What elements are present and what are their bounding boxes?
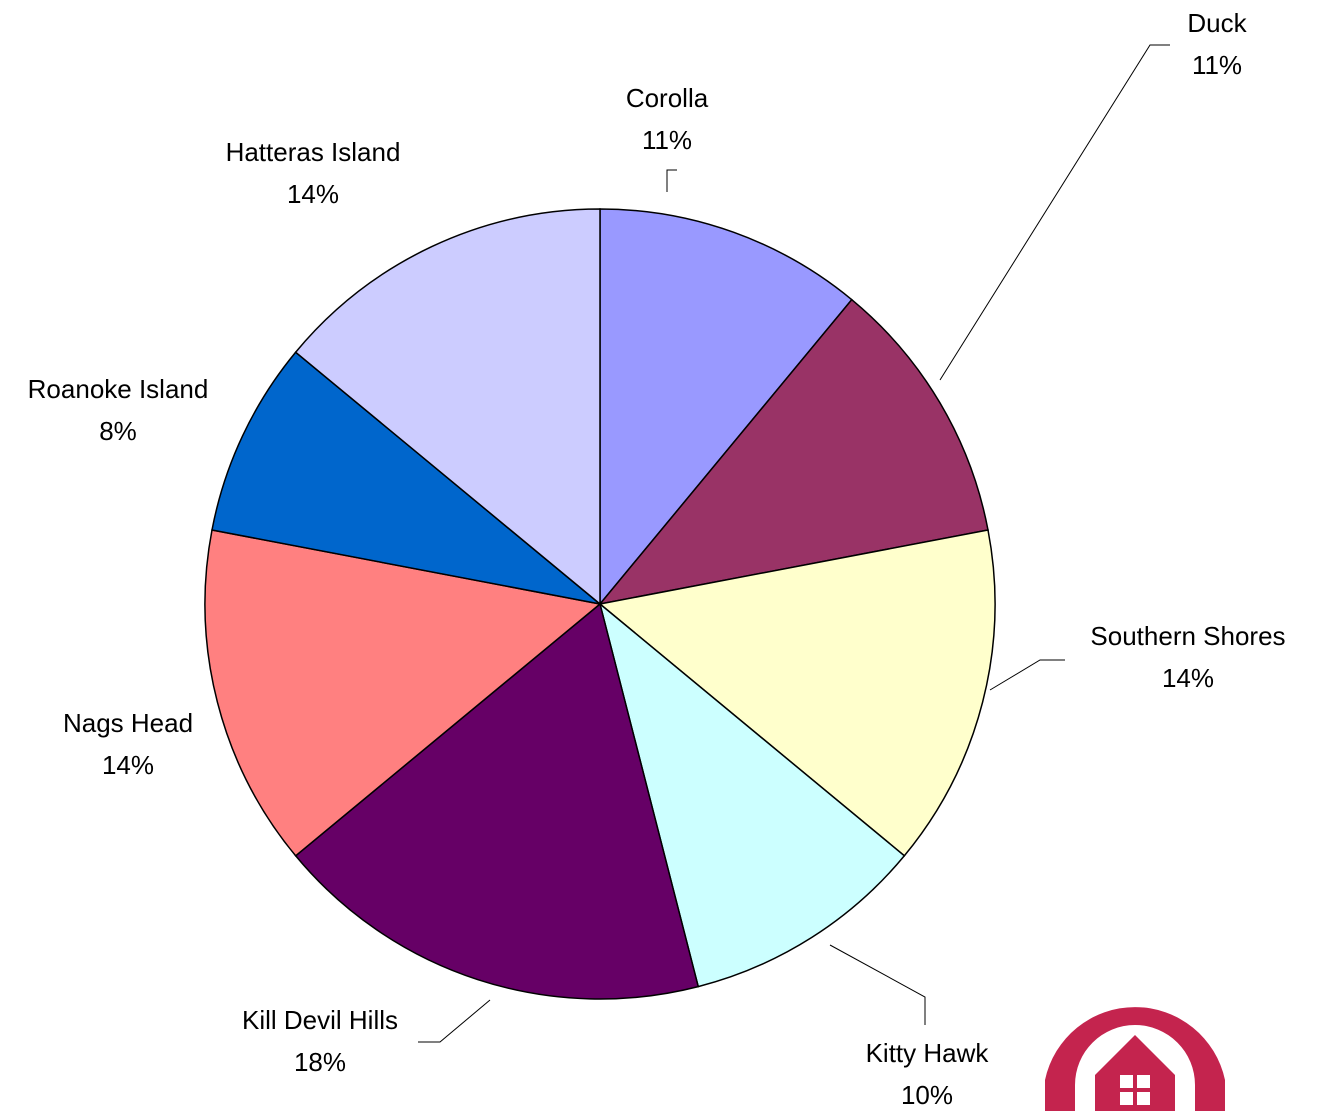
slice-value-label: 14%	[1162, 663, 1214, 693]
slice-value-label: 18%	[294, 1047, 346, 1077]
pie-slice	[598, 298, 989, 606]
slice-value-label: 14%	[102, 750, 154, 780]
slice-label: Roanoke Island	[28, 374, 209, 404]
pie-slice	[598, 601, 906, 988]
slice-value-label: 8%	[99, 416, 137, 446]
logo	[1045, 1007, 1225, 1111]
slice-label: Duck	[1187, 8, 1247, 38]
slice-value-label: 10%	[901, 1080, 953, 1110]
pie-slice	[599, 208, 853, 607]
pie-slice	[294, 208, 601, 606]
leader-line	[666, 169, 677, 192]
leader-line	[939, 44, 1170, 381]
leader-line	[829, 944, 926, 1025]
leader-line	[989, 659, 1065, 691]
slice-label: Kill Devil Hills	[242, 1005, 398, 1035]
pie-slice	[294, 602, 700, 1000]
logo-arch	[1045, 1007, 1225, 1111]
slice-label: Nags Head	[63, 708, 193, 738]
slice-value-label: 11%	[642, 125, 692, 155]
slice-label: Hatteras Island	[226, 137, 401, 167]
slice-label: Kitty Hawk	[866, 1038, 990, 1068]
pie-slice	[598, 529, 996, 857]
pie-slice	[204, 529, 602, 857]
pie-slice	[211, 351, 601, 605]
slice-value-label: 11%	[1192, 50, 1242, 80]
logo-house	[1095, 1035, 1175, 1111]
slice-value-label: 14%	[287, 179, 339, 209]
slice-label: Southern Shores	[1090, 621, 1285, 651]
leader-line	[418, 999, 491, 1043]
slice-label: Corolla	[626, 83, 709, 113]
